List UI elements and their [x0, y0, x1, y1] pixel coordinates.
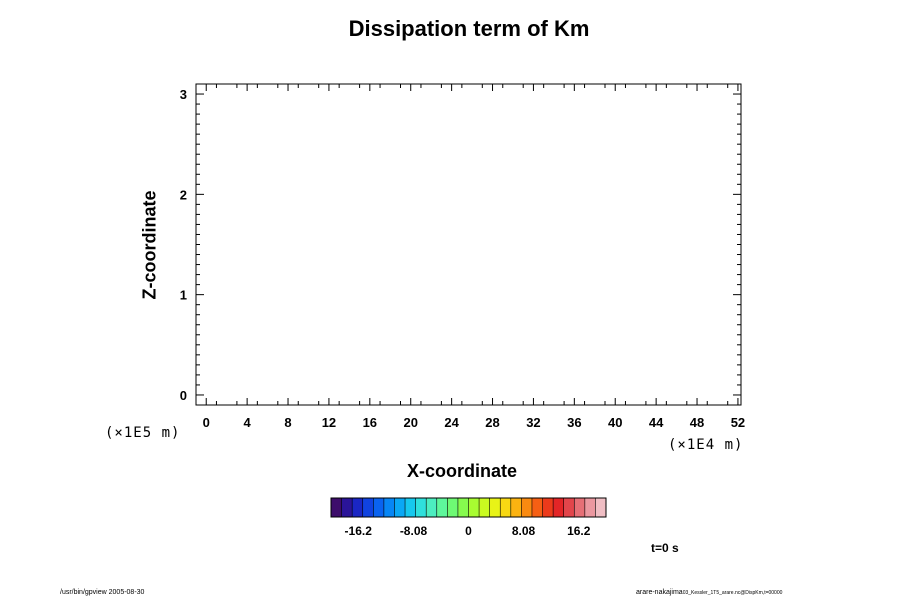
x-tick-label: 0	[203, 415, 210, 430]
colorbar-tick-label: 0	[465, 524, 472, 538]
colorbar-segment	[447, 498, 459, 517]
time-annotation: t=0 s	[651, 541, 679, 555]
x-tick-label: 40	[608, 415, 622, 430]
colorbar-tick-label: 8.08	[512, 524, 536, 538]
x-tick-label: 12	[322, 415, 336, 430]
colorbar-segment	[489, 498, 501, 517]
colorbar-segment	[436, 498, 448, 517]
y-tick-label: 3	[180, 87, 187, 102]
colorbar-tick-label: -8.08	[400, 524, 428, 538]
colorbar-segment	[415, 498, 427, 517]
colorbar-segment	[500, 498, 512, 517]
colorbar-segment	[331, 498, 342, 517]
x-tick-label: 24	[444, 415, 459, 430]
x-tick-label: 52	[731, 415, 745, 430]
colorbar-segment	[553, 498, 564, 517]
colorbar-segment	[542, 498, 554, 517]
colorbar-segment	[457, 498, 469, 517]
x-tick-label: 16	[363, 415, 377, 430]
y-tick-label: 2	[180, 187, 187, 202]
x-axis-unit: (×1E4 m)	[668, 437, 744, 453]
colorbar-tick-label: 16.2	[567, 524, 591, 538]
x-tick-label: 48	[690, 415, 704, 430]
colorbar-segment	[510, 498, 522, 517]
x-tick-label: 20	[403, 415, 417, 430]
footer-source-file: 03_Kessler_1T5_arare.nc@DispKm,t=00000	[682, 590, 783, 596]
x-tick-label: 28	[485, 415, 499, 430]
colorbar-segment	[531, 498, 543, 517]
footer-source: arare-nakajima03_Kessler_1T5_arare.nc@Di…	[636, 589, 782, 596]
y-axis-label: Z-coordinate	[139, 190, 160, 300]
colorbar-segment	[468, 498, 480, 517]
y-tick-label: 0	[180, 388, 187, 403]
colorbar-segment	[405, 498, 416, 517]
colorbar-segment	[479, 498, 490, 517]
colorbar-segment	[563, 498, 575, 517]
colorbar-segment	[584, 498, 596, 517]
x-tick-label: 4	[244, 415, 252, 430]
colorbar-tick-label: -16.2	[345, 524, 373, 538]
colorbar-segment	[352, 498, 364, 517]
plot-frame	[195, 83, 742, 406]
x-tick-label: 8	[284, 415, 291, 430]
colorbar-frame	[330, 497, 607, 518]
colorbar-segment	[362, 498, 374, 517]
colorbar-segment	[521, 498, 533, 517]
y-tick-label: 1	[180, 288, 187, 303]
x-tick-label: 32	[526, 415, 540, 430]
colorbar-segment	[426, 498, 438, 517]
chart-title: Dissipation term of Km	[348, 16, 590, 41]
footer-source-user: arare-nakajima	[636, 589, 683, 596]
colorbar-segment	[595, 498, 607, 517]
x-axis-label: X-coordinate	[407, 461, 518, 481]
colorbar-segment	[574, 498, 586, 517]
y-axis-unit: (×1E5 m)	[105, 425, 181, 441]
colorbar-segment	[383, 498, 395, 517]
colorbar-segment	[341, 498, 353, 517]
colorbar-segment	[394, 498, 406, 517]
x-tick-label: 44	[649, 415, 664, 430]
footer-command: /usr/bin/gpview 2005-08-30	[60, 589, 145, 596]
x-tick-label: 36	[567, 415, 581, 430]
colorbar-segment	[373, 498, 385, 517]
